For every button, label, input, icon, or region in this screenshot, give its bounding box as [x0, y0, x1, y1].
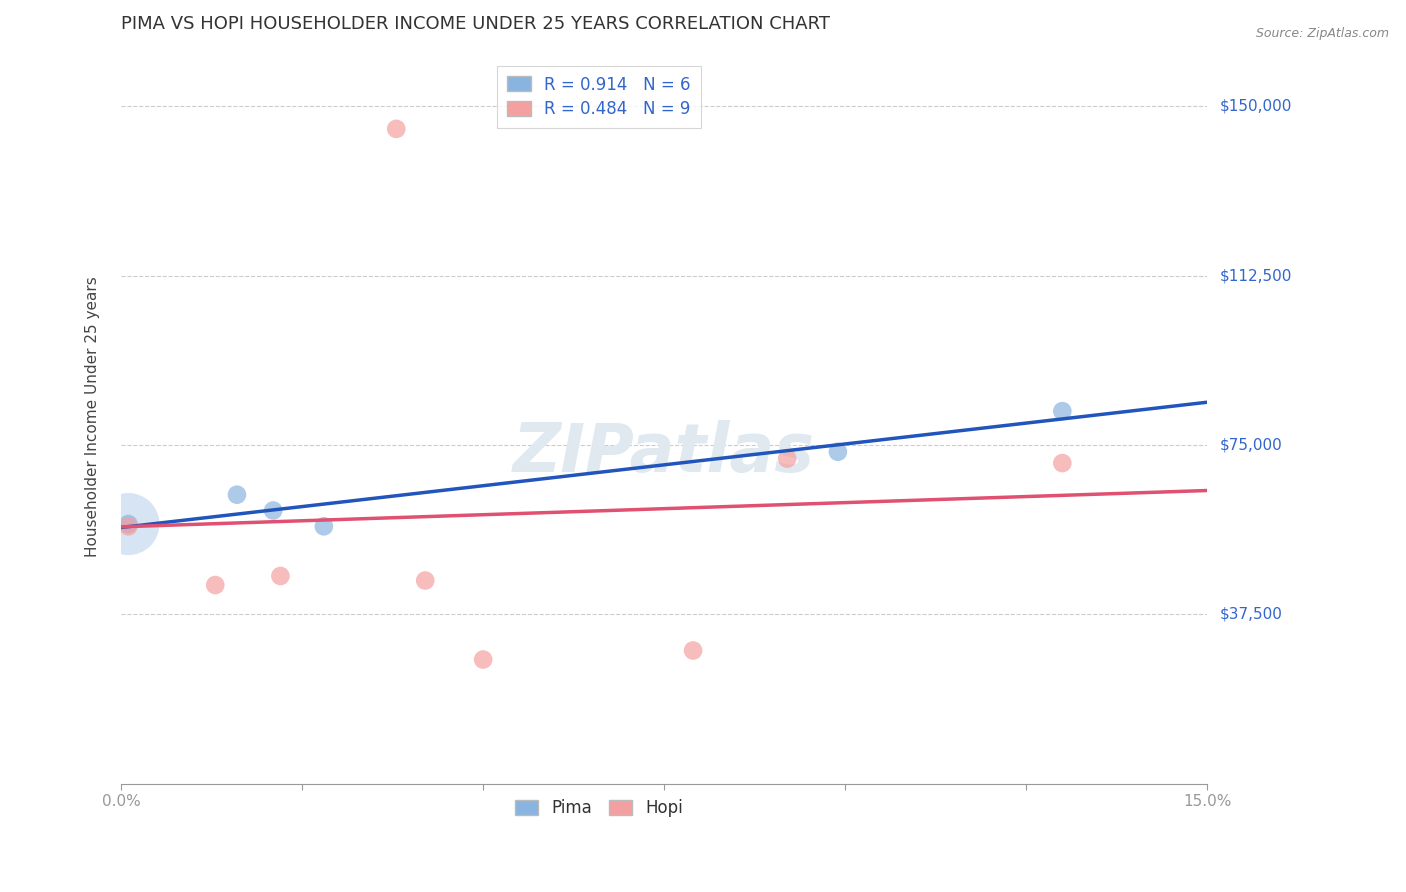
- Text: $37,500: $37,500: [1220, 607, 1284, 622]
- Legend: Pima, Hopi: Pima, Hopi: [505, 789, 693, 827]
- Point: [269, 569, 291, 583]
- Point: [413, 574, 436, 588]
- Y-axis label: Householder Income Under 25 years: Householder Income Under 25 years: [86, 277, 100, 558]
- Point: [827, 444, 849, 458]
- Point: [682, 643, 704, 657]
- Point: [1052, 456, 1074, 470]
- Text: PIMA VS HOPI HOUSEHOLDER INCOME UNDER 25 YEARS CORRELATION CHART: PIMA VS HOPI HOUSEHOLDER INCOME UNDER 25…: [121, 15, 830, 33]
- Point: [312, 519, 335, 533]
- Point: [204, 578, 226, 592]
- Text: Source: ZipAtlas.com: Source: ZipAtlas.com: [1256, 27, 1389, 40]
- Point: [776, 451, 799, 466]
- Point: [117, 519, 139, 533]
- Point: [226, 488, 249, 502]
- Point: [262, 503, 284, 517]
- Text: $75,000: $75,000: [1220, 437, 1282, 452]
- Point: [117, 516, 139, 531]
- Text: $150,000: $150,000: [1220, 99, 1292, 114]
- Point: [1052, 404, 1074, 418]
- Point: [385, 121, 408, 136]
- Point: [472, 652, 495, 666]
- Text: ZIPatlas: ZIPatlas: [513, 420, 815, 486]
- Text: $112,500: $112,500: [1220, 268, 1292, 283]
- Point: [117, 516, 139, 531]
